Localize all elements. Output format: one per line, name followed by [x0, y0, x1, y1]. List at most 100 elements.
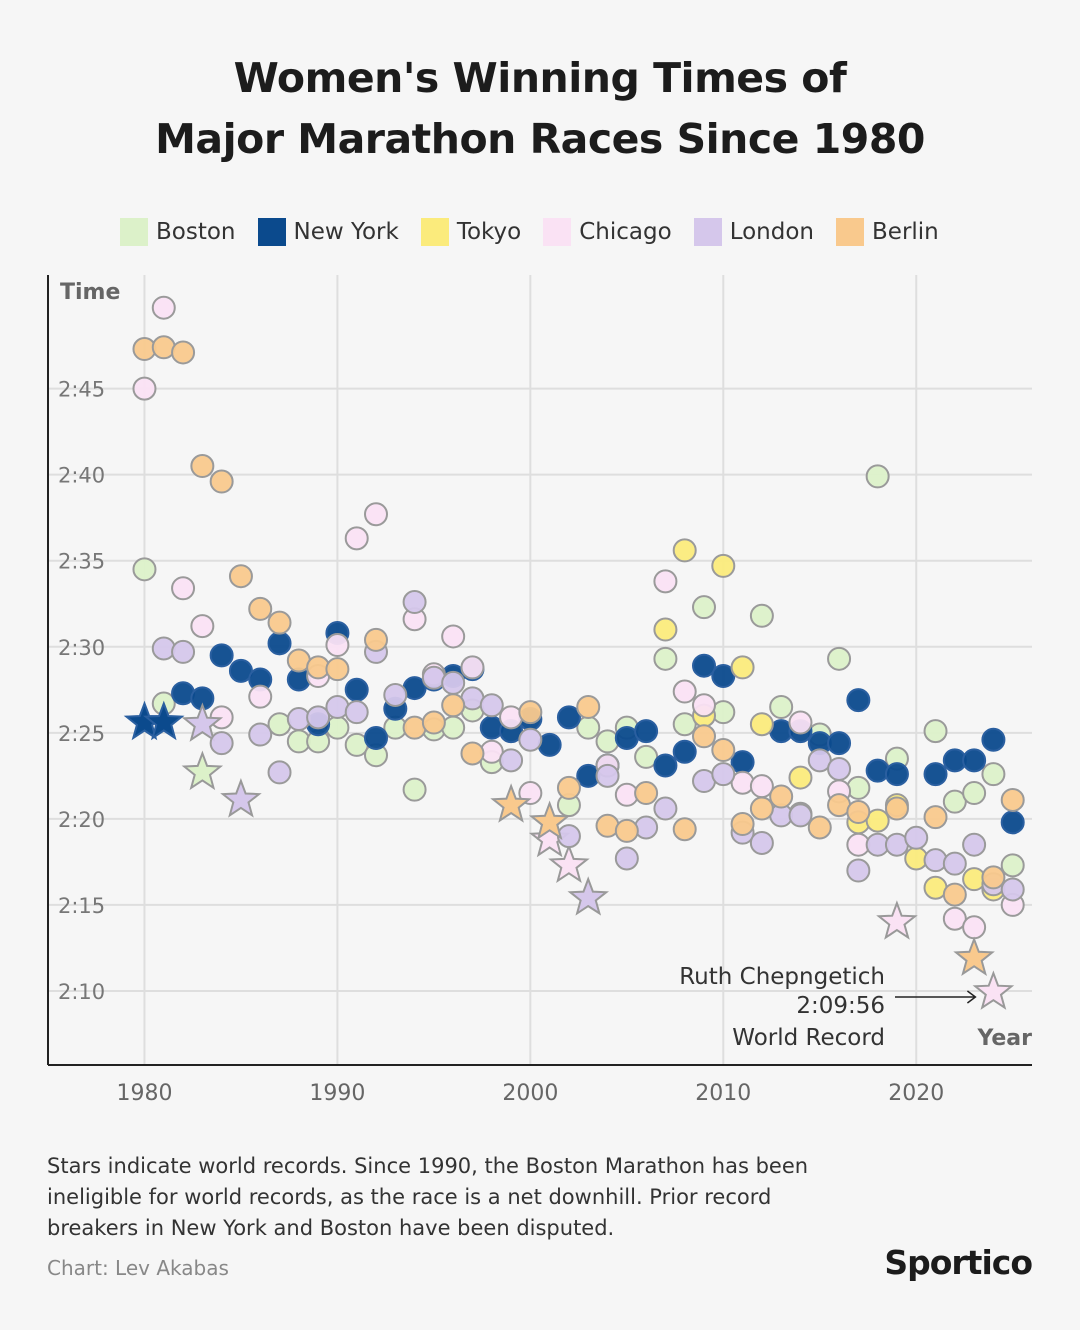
data-point	[865, 464, 890, 489]
data-point	[595, 763, 620, 788]
data-point	[788, 765, 813, 790]
y-tick-label: 2:20	[58, 808, 105, 832]
y-tick-label: 2:35	[58, 550, 105, 574]
data-point	[692, 595, 716, 620]
annotation-text: Ruth Chepngetich	[679, 964, 885, 990]
y-tick-label: 2:45	[58, 378, 105, 402]
data-point	[1000, 810, 1025, 835]
data-point	[846, 775, 871, 800]
data-point	[653, 753, 678, 778]
data-point	[190, 614, 215, 639]
data-point	[730, 655, 755, 680]
data-point	[1000, 787, 1025, 812]
data-point	[151, 636, 176, 661]
legend-swatch	[836, 218, 865, 246]
data-point	[209, 643, 234, 668]
data-point	[942, 882, 967, 907]
legend: Boston New York Tokyo Chicago London Berlin	[120, 218, 961, 246]
data-point	[653, 569, 678, 594]
data-point	[672, 679, 697, 704]
data-point	[634, 719, 659, 744]
data-point	[364, 725, 388, 750]
legend-label: Berlin	[872, 219, 939, 245]
data-point	[344, 700, 369, 725]
y-tick-label: 2:15	[58, 894, 105, 918]
data-point	[209, 731, 234, 756]
data-point	[807, 815, 832, 840]
data-point	[865, 758, 890, 783]
legend-label: Tokyo	[456, 219, 522, 245]
x-tick-label: 2000	[502, 1081, 558, 1106]
footnote: Stars indicate world records. Since 1990…	[47, 1154, 809, 1240]
data-point	[518, 727, 543, 752]
record-star-marker	[528, 800, 571, 841]
data-point	[846, 858, 871, 883]
data-point	[749, 603, 774, 628]
data-point	[884, 762, 909, 787]
data-point	[653, 796, 678, 821]
record-star-marker	[953, 936, 995, 977]
data-point	[364, 627, 388, 652]
data-point	[518, 700, 543, 725]
data-point	[171, 639, 196, 664]
record-star-marker	[181, 702, 224, 742]
data-point	[749, 712, 774, 737]
arrow-head-icon	[966, 990, 977, 1004]
data-point	[942, 851, 967, 876]
data-point	[576, 695, 601, 720]
data-point	[962, 832, 987, 857]
data-point	[827, 646, 852, 671]
data-point	[132, 557, 157, 582]
data-point	[267, 760, 292, 785]
data-point	[402, 590, 427, 615]
data-point	[325, 633, 350, 658]
title-line-1: Women's Winning Times of	[233, 54, 847, 102]
data-point	[730, 750, 755, 775]
data-point	[402, 777, 427, 802]
data-point	[981, 762, 1006, 787]
data-point	[981, 727, 1006, 752]
data-point	[1000, 853, 1025, 878]
y-tick-label: 2:25	[58, 722, 105, 746]
data-point	[672, 817, 697, 842]
series-tokyo	[653, 538, 1006, 902]
data-point	[248, 684, 273, 709]
data-point	[325, 657, 350, 682]
series-london	[151, 590, 1025, 916]
data-point	[1000, 877, 1025, 902]
data-point	[711, 762, 736, 787]
data-point	[460, 741, 485, 766]
data-point	[827, 756, 852, 781]
data-point	[344, 677, 369, 702]
data-point	[460, 655, 485, 680]
record-star-marker	[972, 970, 1015, 1010]
data-point	[730, 812, 755, 837]
x-tick-label: 2020	[888, 1081, 944, 1106]
credit: Chart: Lev Akabas	[47, 1256, 229, 1280]
record-star-marker	[220, 778, 262, 818]
data-point	[962, 748, 987, 773]
data-point	[653, 646, 678, 671]
legend-swatch	[693, 218, 722, 246]
legend-item-boston: Boston	[120, 218, 236, 246]
chart-title: Women's Winning Times of Major Marathon …	[0, 48, 1080, 170]
record-star-marker	[181, 750, 224, 791]
data-point	[306, 705, 331, 730]
y-tick-label: 2:40	[58, 464, 105, 488]
x-tick-label: 2010	[695, 1081, 751, 1106]
data-point	[672, 739, 697, 764]
data-point	[383, 682, 408, 707]
data-point	[190, 454, 215, 479]
data-point	[479, 693, 504, 718]
data-point	[846, 688, 871, 713]
y-tick-label: 2:10	[58, 980, 105, 1004]
data-point	[248, 722, 273, 747]
data-point	[595, 729, 620, 754]
series-chicago	[132, 295, 1025, 1010]
legend-label: Boston	[156, 219, 236, 245]
y-axis-label: Time	[60, 280, 120, 305]
data-point	[692, 693, 716, 718]
data-point	[228, 564, 253, 589]
data-point	[692, 724, 716, 749]
